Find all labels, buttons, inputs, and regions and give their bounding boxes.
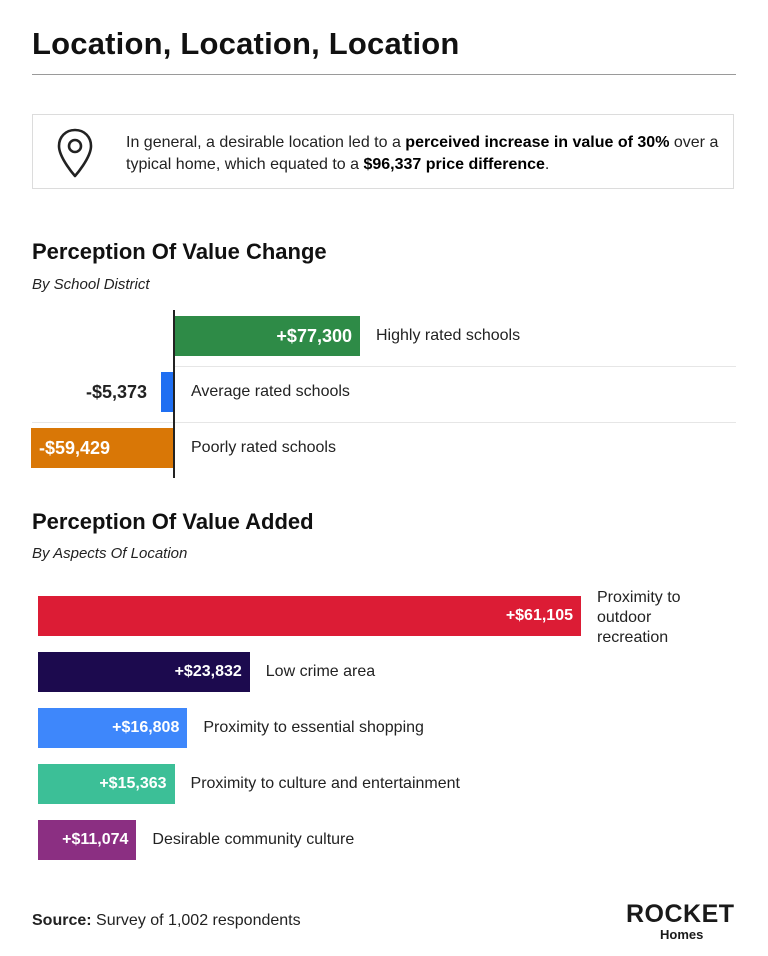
section-subtitle-school-district: By School District (32, 276, 150, 293)
source-note: Source: Survey of 1,002 respondents (32, 912, 301, 930)
callout-text-prefix: In general, a desirable location led to … (126, 134, 406, 151)
value-label: +$61,105 (505, 607, 573, 624)
location-pin-icon (57, 128, 93, 178)
value-label: +$77,300 (276, 326, 352, 346)
bar-poorly-rated-schools (31, 428, 174, 468)
callout-text: In general, a desirable location led to … (126, 132, 726, 176)
bar-highly-rated-schools (174, 316, 360, 356)
callout-highlight-percent: perceived increase in value of 30% (405, 134, 670, 151)
source-label: Source: (32, 912, 92, 929)
row-separator (32, 422, 736, 423)
category-label: Average rated schools (191, 383, 350, 400)
category-label: Proximity to essential shopping (203, 719, 424, 736)
value-label: +$16,808 (112, 719, 180, 736)
section-subtitle-aspects: By Aspects Of Location (32, 545, 188, 562)
value-label: +$23,832 (174, 663, 242, 680)
rocket-homes-logo-sub: Homes (660, 927, 704, 942)
category-label: Desirable community culture (152, 831, 355, 848)
page-title: Location, Location, Location (32, 26, 460, 61)
callout-box: In general, a desirable location led to … (32, 114, 734, 189)
row-separator (174, 366, 736, 367)
category-label: Poorly rated schools (191, 439, 336, 456)
bar-proximity-to-outdoor-recreation (38, 596, 581, 636)
section-title-value-change: Perception Of Value Change (32, 239, 327, 264)
category-label: Proximity to culture and entertainment (190, 775, 460, 792)
category-label: Low crime area (265, 663, 376, 680)
value-label: +$15,363 (99, 775, 167, 792)
callout-text-suffix: . (544, 156, 550, 173)
section-title-value-added: Perception Of Value Added (32, 509, 314, 534)
source-text: Survey of 1,002 respondents (91, 912, 301, 929)
category-label: Highly rated schools (376, 327, 521, 344)
zero-axis-line (173, 310, 175, 478)
bar-proximity-to-essential-shopping (38, 708, 188, 748)
callout-text-middle: over a typical home, which equated to a (126, 134, 719, 173)
callout-highlight-price: $96,337 price difference (363, 156, 545, 173)
value-label: -$59,429 (39, 438, 111, 458)
bar-average-rated-schools (161, 372, 174, 412)
category-label: Proximity to outdoor recreation (597, 589, 681, 646)
bar-desirable-community-culture (38, 820, 137, 860)
value-label: -$5,373 (86, 382, 148, 402)
value-label: +$11,074 (62, 831, 129, 848)
rocket-homes-logo: ROCKET (626, 900, 735, 928)
bar-proximity-to-culture-and-entertainment (38, 764, 175, 804)
title-divider (32, 74, 736, 75)
bar-low-crime-area (38, 652, 250, 692)
